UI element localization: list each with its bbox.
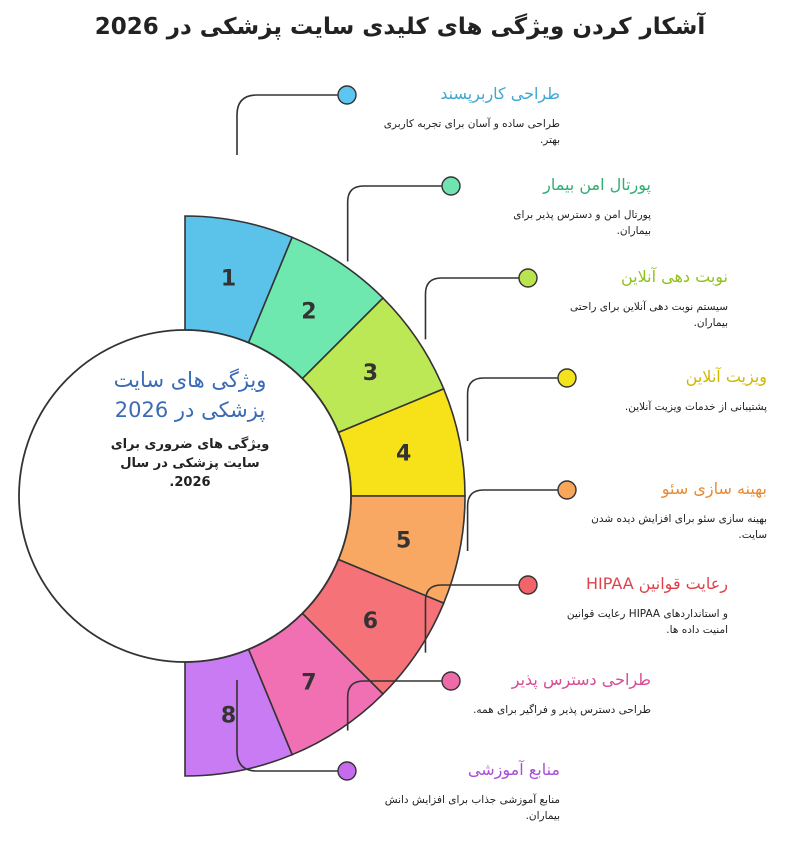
feature-desc-line-1: پشتیبانی از خدمات ویزیت آنلاین.	[624, 401, 767, 413]
feature-item-7: طراحی دسترس پذیر طراحی دسترس پذیر و فراگی…	[471, 670, 790, 718]
center-title: ویژگی های سایت پزشکی در 2026	[75, 365, 305, 425]
leader-dot-3	[518, 268, 538, 288]
feature-title-3: نوبت دهی آنلاین	[620, 267, 728, 286]
center-text: ویژگی های سایت پزشکی در 2026 ویژگی های ض…	[75, 365, 305, 492]
feature-title-8: منابع آموزشی	[467, 760, 560, 779]
segment-number-2: 2	[301, 300, 316, 325]
feature-desc-line-2: بیماران.	[525, 810, 560, 822]
feature-title-6: رعایت قوانین HIPAA	[585, 574, 728, 593]
center-desc-line-3: 2026.	[169, 475, 211, 490]
leader-line-3	[424, 277, 528, 340]
feature-title-7: طراحی دسترس پذیر	[511, 670, 651, 689]
feature-desc-line-2: بیماران.	[693, 317, 728, 329]
leader-line-4	[466, 377, 567, 441]
leader-line-7	[346, 680, 451, 731]
segment-number-3: 3	[363, 361, 378, 386]
feature-item-4: ویزیت آنلاین پشتیبانی از خدمات ویزیت آنلا…	[587, 367, 790, 415]
segment-number-8: 8	[221, 704, 236, 729]
segment-number-4: 4	[396, 441, 411, 466]
feature-desc-line-1: سیستم نوبت دهی آنلاین برای راحتی	[570, 301, 728, 313]
leader-dots	[337, 85, 577, 781]
leader-lines	[236, 94, 567, 772]
leader-dot-4	[557, 368, 577, 388]
leader-dot-7	[441, 671, 461, 691]
center-desc-line-1: ویژگی های ضروری برای	[110, 437, 270, 452]
feature-item-6: رعایت قوانین HIPAA و استانداردهای HIPAA ر…	[548, 574, 790, 638]
feature-desc-line-1: و استانداردهای HIPAA رعایت قوانین	[566, 608, 728, 620]
feature-description-4: پشتیبانی از خدمات ویزیت آنلاین.	[587, 399, 767, 415]
feature-desc-line-2: بهتر.	[539, 134, 560, 146]
feature-item-3: نوبت دهی آنلاین سیستم نوبت دهی آنلاین برا…	[548, 267, 790, 331]
center-title-line-2: پزشکی در 2026	[114, 398, 266, 422]
feature-item-1: طراحی کاربرپسند طراحی ساده و آسان برای تج…	[380, 84, 790, 148]
feature-description-6: و استانداردهای HIPAA رعایت قوانین امنیت د…	[548, 606, 728, 638]
feature-description-2: پورتال امن و دسترس پذیر برای بیماران.	[471, 207, 651, 239]
segment-number-7: 7	[301, 670, 316, 695]
segment-numbers: 1 2 3 4 5 6 7 8	[221, 266, 412, 728]
leader-dot-8	[337, 761, 357, 781]
feature-desc-line-1: بهینه سازی سئو برای افزایش دیده شدن	[591, 513, 767, 525]
feature-description-5: بهینه سازی سئو برای افزایش دیده شدن سایت.	[587, 511, 767, 543]
center-description: ویژگی های ضروری برای سایت پزشکی در سال 2…	[75, 435, 305, 492]
ring-segments	[184, 215, 466, 777]
leader-dot-6	[518, 575, 538, 595]
leader-line-2	[346, 185, 451, 262]
segment-number-6: 6	[363, 609, 378, 634]
feature-title-4: ویزیت آنلاین	[685, 367, 767, 386]
feature-description-7: طراحی دسترس پذیر و فراگیر برای همه.	[471, 702, 651, 718]
leader-line-1	[236, 94, 347, 155]
feature-desc-line-1: طراحی دسترس پذیر و فراگیر برای همه.	[473, 704, 651, 716]
center-circle	[18, 329, 352, 663]
feature-description-1: طراحی ساده و آسان برای تجربه کاربری بهتر.	[380, 116, 560, 148]
feature-desc-line-1: طراحی ساده و آسان برای تجربه کاربری	[383, 118, 560, 130]
segment-number-5: 5	[396, 529, 411, 554]
feature-title-1: طراحی کاربرپسند	[440, 84, 560, 103]
feature-desc-line-2: امنیت داده ها.	[666, 624, 728, 636]
feature-title-5: بهینه سازی سئو	[661, 479, 767, 498]
feature-desc-line-2: بیماران.	[616, 225, 651, 237]
feature-title-2: پورتال امن بیمار	[543, 175, 651, 194]
feature-item-5: بهینه سازی سئو بهینه سازی سئو برای افزایش…	[587, 479, 790, 543]
feature-description-8: منابع آموزشی جذاب برای افزایش دانش بیمارا…	[380, 792, 560, 824]
feature-item-8: منابع آموزشی منابع آموزشی جذاب برای افزای…	[380, 760, 790, 824]
leader-dot-2	[441, 176, 461, 196]
leader-line-5	[466, 489, 567, 552]
center-desc-line-2: سایت پزشکی در سال	[120, 456, 260, 471]
center-title-line-1: ویژگی های سایت	[113, 368, 267, 392]
feature-desc-line-1: پورتال امن و دسترس پذیر برای	[513, 209, 651, 221]
page-title: آشکار کردن ویژگی های کلیدی سایت پزشکی در…	[94, 14, 706, 40]
feature-desc-line-1: منابع آموزشی جذاب برای افزایش دانش	[384, 794, 560, 806]
leader-line-8	[236, 680, 347, 772]
feature-item-2: پورتال امن بیمار پورتال امن و دسترس پذیر …	[471, 175, 790, 239]
segment-number-1: 1	[221, 266, 236, 291]
feature-desc-line-2: سایت.	[738, 529, 767, 541]
leader-dot-5	[557, 480, 577, 500]
feature-description-3: سیستم نوبت دهی آنلاین برای راحتی بیماران.	[548, 299, 728, 331]
leader-line-6	[424, 584, 528, 653]
leader-dot-1	[337, 85, 357, 105]
